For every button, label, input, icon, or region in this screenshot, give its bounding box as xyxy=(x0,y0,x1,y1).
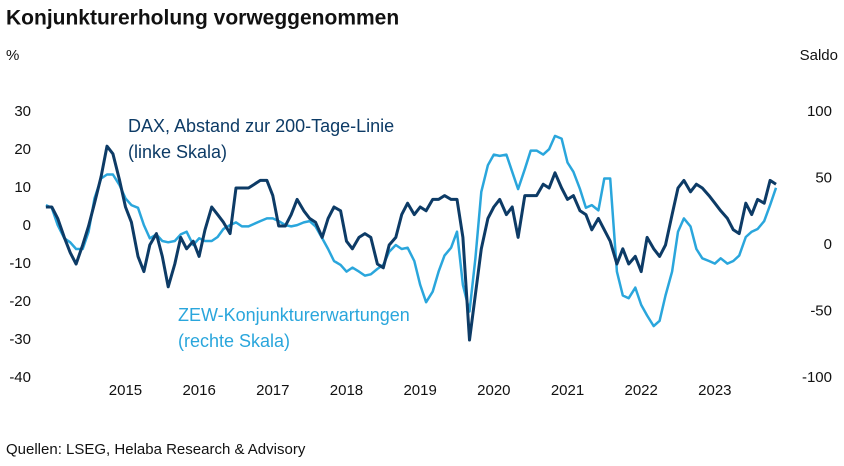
series-label: ZEW-Konjunkturerwartungen xyxy=(178,305,410,325)
y2-tick-label: -50 xyxy=(810,302,832,319)
y-tick-label: 0 xyxy=(23,217,31,234)
chart-title: Konjunkturerholung vorweggenommen xyxy=(6,7,399,30)
y-tick-label: -30 xyxy=(9,331,31,348)
x-tick-label: 2023 xyxy=(698,382,731,399)
series-label: DAX, Abstand zur 200-Tage-Linie xyxy=(128,116,394,136)
series-line xyxy=(45,144,777,342)
y2-tick-label: 50 xyxy=(815,169,832,186)
y-tick-label: 10 xyxy=(14,179,31,196)
x-tick-label: 2017 xyxy=(256,382,289,399)
source: Quellen: LSEG, Helaba Research & Advisor… xyxy=(6,441,306,458)
y2-tick-label: 0 xyxy=(824,236,832,253)
x-tick-label: 2021 xyxy=(551,382,584,399)
y-tick-label: -20 xyxy=(9,293,31,310)
y2-tick-label: 100 xyxy=(807,103,832,120)
x-tick-label: 2016 xyxy=(182,382,215,399)
series-scale-note: (rechte Skala) xyxy=(178,331,290,351)
y2-tick-label: -100 xyxy=(802,369,832,386)
series-scale-note: (linke Skala) xyxy=(128,142,227,162)
x-tick-label: 2020 xyxy=(477,382,510,399)
x-tick-label: 2022 xyxy=(624,382,657,399)
series-line xyxy=(45,134,778,328)
y2-axis-label: Saldo xyxy=(800,47,838,64)
x-tick-label: 2018 xyxy=(330,382,363,399)
y-tick-label: -10 xyxy=(9,255,31,272)
y-tick-label: 20 xyxy=(14,141,31,158)
x-tick-label: 2019 xyxy=(403,382,436,399)
y-tick-label: 30 xyxy=(14,103,31,120)
x-tick-label: 2015 xyxy=(109,382,142,399)
y-tick-label: -40 xyxy=(9,369,31,386)
y-axis-label: % xyxy=(6,47,19,64)
